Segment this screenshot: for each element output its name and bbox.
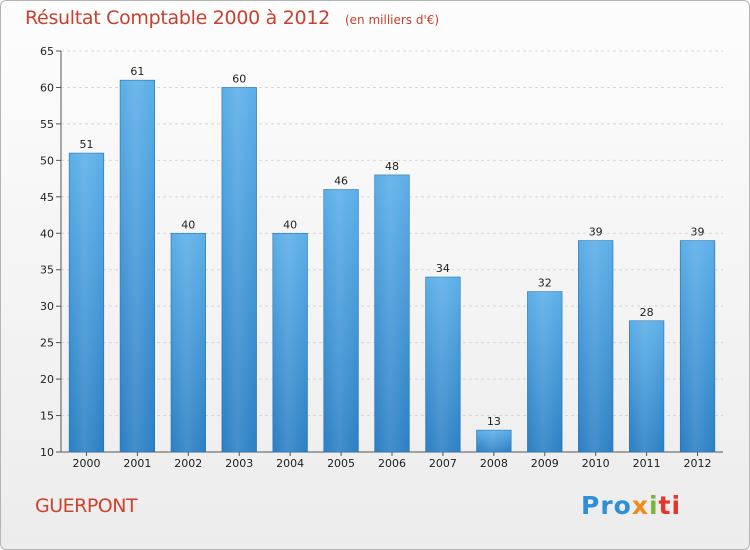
data-label: 28	[640, 306, 654, 319]
data-label: 40	[283, 218, 297, 231]
bar-shine	[374, 174, 410, 453]
y-tick-label: 40	[40, 227, 54, 240]
data-label: 51	[79, 138, 93, 151]
logo-part-3: i	[648, 491, 659, 520]
x-tick-label: 2000	[72, 457, 100, 470]
bar-shine	[69, 153, 104, 452]
data-label: 13	[487, 415, 501, 428]
x-tick-label: 2010	[582, 457, 610, 470]
data-label: 46	[334, 175, 348, 188]
data-label: 60	[232, 72, 246, 85]
bar-group	[629, 320, 665, 453]
y-tick-label: 65	[40, 45, 54, 58]
data-label: 39	[691, 226, 705, 239]
y-tick-label: 10	[40, 446, 54, 459]
bar-group	[170, 232, 206, 453]
y-tick-label: 55	[40, 118, 54, 131]
y-tick-label: 60	[40, 81, 54, 94]
logo-part-4: ti	[658, 491, 682, 520]
data-label: 39	[589, 226, 603, 239]
y-tick-label: 50	[40, 154, 54, 167]
y-tick-label: 15	[40, 410, 54, 423]
bar-shine	[578, 240, 614, 452]
bar-shine	[323, 189, 359, 452]
bar-group	[679, 240, 716, 453]
chart-title: Résultat Comptable 2000 à 2012 (en milli…	[25, 7, 439, 29]
x-tick-label: 2011	[633, 457, 661, 470]
title-unit: (en milliers d'€)	[344, 13, 440, 27]
data-label: 34	[436, 262, 450, 275]
bar-shine	[629, 320, 664, 452]
x-tick-label: 2008	[480, 457, 508, 470]
bar-group	[476, 429, 512, 453]
bar-shine	[527, 291, 563, 452]
x-tick-label: 2001	[123, 457, 151, 470]
bar-group	[578, 240, 614, 453]
bar-group	[323, 189, 359, 453]
bar-shine	[476, 430, 512, 452]
bar-shine	[680, 240, 715, 452]
bar-group	[119, 79, 155, 453]
logo-part-2: x	[631, 491, 649, 520]
bar-group	[374, 174, 410, 453]
title-main: Résultat Comptable 2000 à 2012	[25, 7, 330, 29]
y-tick-label: 30	[40, 300, 54, 313]
town-name: GUERPONT	[35, 495, 138, 517]
bar-shine	[272, 233, 308, 452]
x-tick-label: 2003	[225, 457, 253, 470]
y-tick-label: 45	[40, 191, 54, 204]
x-tick-label: 2002	[174, 457, 202, 470]
bar-group	[272, 232, 308, 453]
x-tick-label: 2007	[429, 457, 457, 470]
bar-shine	[221, 87, 257, 453]
x-tick-label: 2006	[378, 457, 406, 470]
data-label: 61	[130, 65, 144, 78]
bar-shine	[120, 80, 155, 452]
y-tick-label: 35	[40, 264, 54, 277]
data-label: 40	[181, 218, 195, 231]
bar-group	[221, 87, 257, 453]
bar-shine	[170, 233, 206, 452]
y-tick-label: 20	[40, 373, 54, 386]
x-tick-label: 2009	[531, 457, 559, 470]
bar-group	[425, 276, 461, 453]
x-tick-label: 2004	[276, 457, 304, 470]
bar-group	[68, 152, 105, 453]
bar-group	[527, 291, 563, 453]
bar-shine	[425, 277, 461, 452]
x-tick-label: 2012	[684, 457, 712, 470]
logo-part-1: Pro	[581, 491, 632, 520]
data-label: 48	[385, 160, 399, 173]
proxiti-logo[interactable]: Proxiti	[581, 491, 681, 520]
x-tick-label: 2005	[327, 457, 355, 470]
y-tick-label: 25	[40, 337, 54, 350]
data-label: 32	[538, 277, 552, 290]
